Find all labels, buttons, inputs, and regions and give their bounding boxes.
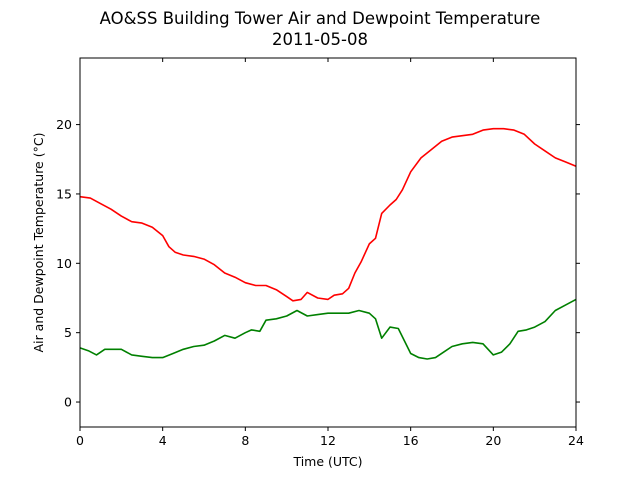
- chart-title: AO&SS Building Tower Air and Dewpoint Te…: [100, 9, 541, 28]
- chart-subtitle: 2011-05-08: [272, 30, 368, 49]
- x-tick-label: 20: [485, 433, 501, 448]
- y-tick-label: 0: [64, 395, 72, 410]
- ticks-layer: 0 4 8 12 16 20 24 0 5 10 15 20: [56, 58, 584, 448]
- series-layer: [79, 127, 577, 360]
- x-tick-label: 12: [320, 433, 336, 448]
- x-tick-label: 0: [76, 433, 84, 448]
- y-tick-label: 15: [56, 186, 72, 201]
- dewpoint-temperature-line: [79, 298, 577, 360]
- x-tick-label: 16: [403, 433, 419, 448]
- y-tick-label: 10: [56, 256, 72, 271]
- x-tick-label: 8: [241, 433, 249, 448]
- y-tick-label: 20: [56, 117, 72, 132]
- plot-frame: [79, 57, 577, 428]
- x-tick-label: 4: [159, 433, 167, 448]
- x-axis-label: Time (UTC): [292, 454, 362, 469]
- x-tick-label: 24: [568, 433, 584, 448]
- y-tick-label: 5: [64, 325, 72, 340]
- y-axis-label: Air and Dewpoint Temperature (°C): [31, 133, 46, 353]
- air-temperature-line: [79, 127, 577, 302]
